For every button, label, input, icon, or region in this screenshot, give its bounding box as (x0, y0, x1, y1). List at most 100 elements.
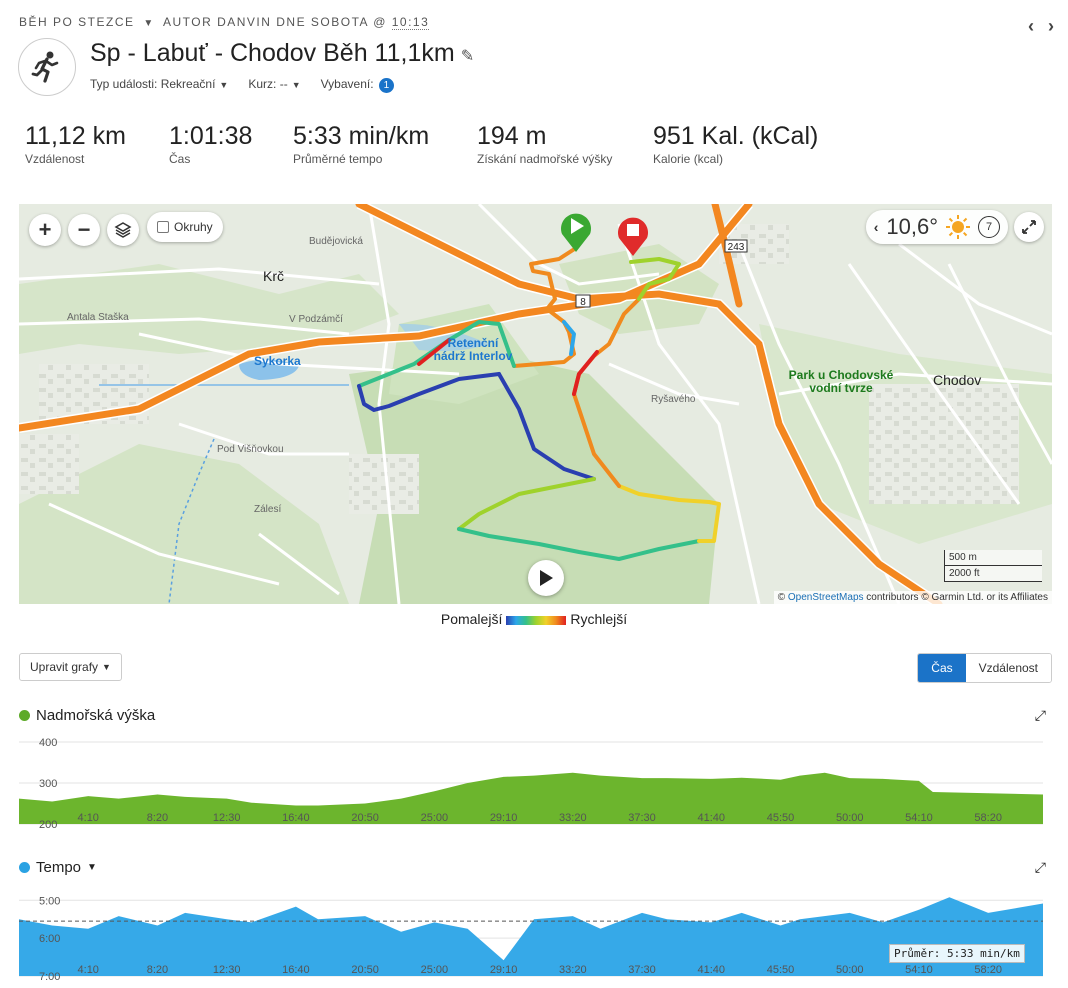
map-label-budejovicka: Budějovická (309, 236, 363, 247)
stat-pace-value: 5:33 min/km (293, 122, 430, 150)
map-label-v-podzami: V Podzámčí (289, 314, 343, 325)
x-tick-label: 8:20 (147, 964, 168, 976)
expand-icon (1022, 220, 1036, 234)
toggle-time[interactable]: Čas (918, 654, 966, 682)
activity-title[interactable]: Sp - Labuť - Chodov Běh 11,1km ✎ (90, 39, 474, 68)
activity-meta: Typ události: Rekreační ▼ Kurz: -- ▼ Vybav… (90, 77, 394, 93)
running-icon (31, 51, 59, 83)
route-track (357, 246, 721, 561)
x-tick-label: 29:10 (490, 964, 518, 976)
stat-distance-value: 11,12 km (25, 122, 126, 150)
series-area (19, 772, 1043, 824)
map-label-krc: Krč (263, 268, 284, 284)
play-route-button[interactable] (528, 560, 564, 596)
elevation-chart[interactable]: 400 300 200 4:10 8:20 12:30 16:40 20:50 25:00 29:… (19, 736, 1043, 830)
pace-chart[interactable]: 5:00 6:00 7:00 4:10 8:20 12:30 16:40 20:50 25:00… (19, 888, 1043, 982)
pace-expand-icon[interactable]: ⤢ (1034, 859, 1046, 875)
stat-time-value: 1:01:38 (169, 122, 253, 150)
y-tick-label: 5:00 (39, 895, 60, 907)
stat-time: 1:01:38 Čas (169, 122, 252, 166)
toggle-distance[interactable]: Vzdálenost (965, 654, 1051, 682)
zoom-out-button[interactable]: − (68, 214, 100, 246)
stat-distance: 11,12 km Vzdálenost (25, 122, 126, 166)
finish-marker[interactable] (618, 217, 649, 256)
y-tick-label: 7:00 (39, 971, 60, 982)
legend-gradient (506, 615, 567, 625)
scale-imperial: 2000 ft (944, 566, 1042, 582)
stat-time-label: Čas (169, 152, 191, 166)
x-tick-label: 20:50 (351, 964, 379, 976)
next-activity-button[interactable]: › (1048, 16, 1054, 36)
caret-down-icon: ▼ (219, 80, 229, 90)
map-tiles[interactable]: 243 8 (19, 204, 1052, 604)
x-tick-label: 58:20 (974, 812, 1002, 824)
x-tick-label: 45:50 (767, 964, 795, 976)
layers-icon (114, 222, 132, 238)
map-fullscreen-button[interactable] (1014, 212, 1044, 242)
legend-slower: Pomalejší (440, 611, 503, 627)
x-tick-label: 58:20 (974, 964, 1002, 976)
stat-distance-label: Vzdálenost (25, 152, 85, 166)
chevron-left-icon[interactable]: ‹ (873, 219, 879, 235)
x-tick-label: 4:10 (78, 964, 99, 976)
gear-count-badge[interactable]: 1 (378, 78, 394, 93)
event-type-select[interactable]: Typ události: Rekreační ▼ (90, 77, 228, 93)
x-tick-label: 25:00 (421, 964, 449, 976)
map-label-reservoir: Retenční nádrž Interlov (433, 336, 513, 363)
gear-link[interactable]: Vybavení: 1 (321, 77, 394, 93)
caret-down-icon: ▼ (291, 80, 301, 90)
zoom-in-button[interactable]: + (29, 214, 61, 246)
x-tick-label: 37:30 (628, 812, 656, 824)
elevation-dot (19, 710, 30, 721)
pace-legend: Pomalejší Rychlejší (0, 611, 1068, 627)
weather-widget[interactable]: ‹ 10,6° 7 (865, 210, 1008, 244)
stat-elevation-label: Získání nadmořské výšky (477, 152, 613, 166)
stat-calories-label: Kalorie (kcal) (653, 152, 724, 166)
route-map[interactable]: 243 8 Krč Sykorka Re (19, 204, 1052, 604)
activity-title-text: Sp - Labuť - Chodov Běh 11,1km (90, 39, 455, 67)
x-tick-label: 41:40 (698, 964, 726, 976)
layers-button[interactable] (107, 214, 139, 246)
x-axis-toggle: Čas Vzdálenost (917, 653, 1052, 683)
laps-label: Okruhy (174, 220, 213, 234)
laps-toggle[interactable]: Okruhy (147, 212, 223, 242)
road-shield-8: 8 (580, 297, 586, 308)
pace-title-text: Tempo (36, 859, 82, 876)
course-select[interactable]: Kurz: -- ▼ (248, 77, 300, 93)
x-tick-label: 20:50 (351, 812, 379, 824)
osm-link[interactable]: OpenStreetMaps (787, 592, 864, 603)
prev-activity-button[interactable]: ‹ (1028, 16, 1034, 36)
gear-label: Vybavení: (320, 77, 374, 91)
elevation-expand-icon[interactable]: ⤢ (1034, 707, 1046, 723)
pencil-icon[interactable]: ✎ (460, 48, 475, 65)
x-tick-label: 50:00 (836, 812, 864, 824)
pace-chart-title[interactable]: Tempo ▼ (19, 859, 97, 876)
activity-time[interactable]: 10:13 (391, 15, 430, 30)
y-tick-label: 6:00 (39, 933, 60, 945)
pace-average-label: Průměr: 5:33 min/km (889, 944, 1025, 963)
map-scale: 500 m 2000 ft (944, 550, 1042, 582)
x-tick-label: 45:50 (767, 812, 795, 824)
start-marker[interactable] (561, 213, 591, 252)
course-label: Kurz: (248, 77, 277, 91)
y-tick-label: 200 (39, 819, 57, 830)
activity-nav: ‹ › (1028, 16, 1054, 37)
temperature: 10,6° (886, 214, 938, 239)
activity-type-avatar (18, 38, 76, 96)
x-tick-label: 41:40 (698, 812, 726, 824)
caret-down-icon[interactable]: ▼ (143, 18, 155, 29)
stat-elevation-value: 194 m (477, 122, 547, 150)
caret-down-icon[interactable]: ▼ (87, 862, 97, 873)
map-label-ryzaveho: Ryšavého (651, 394, 696, 405)
author-text: AUTOR DANVIN DNE SOBOTA @ (162, 15, 387, 29)
edit-graphs-button[interactable]: Upravit grafy ▼ (19, 653, 122, 681)
course-value: -- (279, 77, 288, 91)
attribution-text: contributors © Garmin Ltd. or its Affili… (866, 592, 1048, 603)
map-attribution: © OpenStreetMaps contributors © Garmin L… (773, 591, 1052, 604)
legend-faster: Rychlejší (570, 611, 628, 627)
map-label-park: Park u Chodovské vodní tvrze (788, 368, 894, 395)
x-tick-label: 16:40 (282, 812, 310, 824)
activity-type-link[interactable]: BĚH PO STEZCE (19, 15, 135, 29)
caret-down-icon: ▼ (102, 662, 111, 672)
laps-checkbox[interactable] (157, 221, 169, 233)
